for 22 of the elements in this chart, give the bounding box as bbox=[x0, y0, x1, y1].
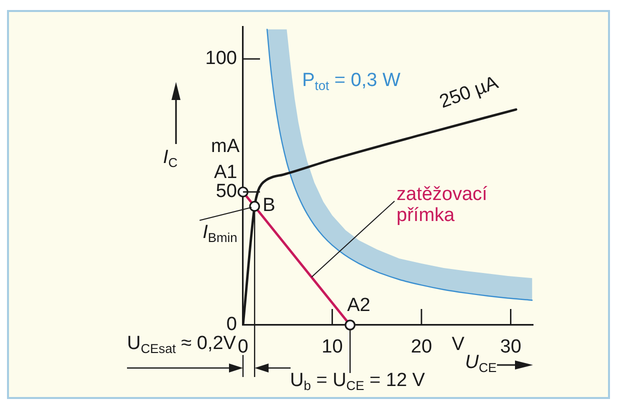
annotation: I$_{Bmin}$ bbox=[202, 222, 238, 246]
x-axis-title: U$_{CE}$ bbox=[465, 352, 497, 375]
point bbox=[249, 200, 260, 212]
y-tick-label: 50 bbox=[216, 181, 237, 202]
text: V bbox=[452, 334, 464, 356]
text: mA bbox=[211, 136, 240, 158]
y-axis-title: I$_{C}$ bbox=[163, 147, 178, 170]
x-tick-label: 20 bbox=[410, 336, 432, 358]
annotation: B bbox=[262, 194, 276, 217]
series-label: P$_{tot}$ = 0,3 W bbox=[302, 70, 400, 94]
text: zatěžovací přímka bbox=[396, 184, 488, 227]
y-tick-label: 100 bbox=[205, 48, 237, 70]
text: U$_{CEsat}$ ≈ 0,2V bbox=[127, 333, 236, 356]
text: U$_{b}$ = U$_{CE}$ = 12 V bbox=[290, 370, 425, 393]
point bbox=[238, 186, 248, 198]
text: 250 µA bbox=[436, 72, 501, 114]
point bbox=[344, 320, 356, 330]
annotation: A1 bbox=[214, 162, 238, 184]
x-tick-label: 10 bbox=[322, 336, 343, 358]
y-tick-label: 0 bbox=[226, 314, 237, 336]
x-tick-label: 30 bbox=[500, 336, 522, 358]
annotation: A2 bbox=[347, 295, 370, 317]
